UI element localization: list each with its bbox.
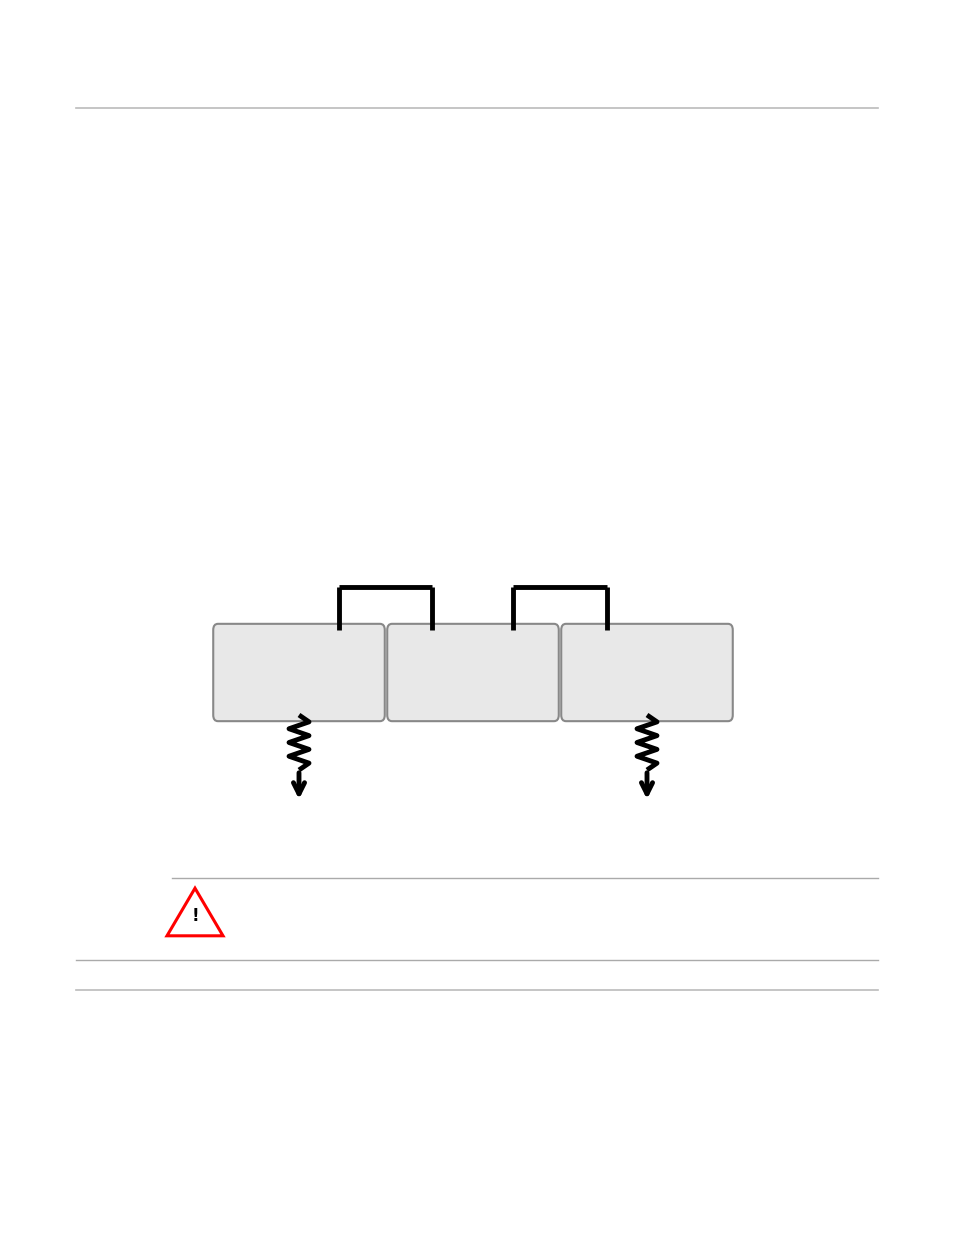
FancyBboxPatch shape — [213, 624, 384, 721]
FancyBboxPatch shape — [387, 624, 558, 721]
FancyBboxPatch shape — [560, 624, 732, 721]
Polygon shape — [167, 888, 223, 936]
Text: !: ! — [191, 906, 198, 925]
